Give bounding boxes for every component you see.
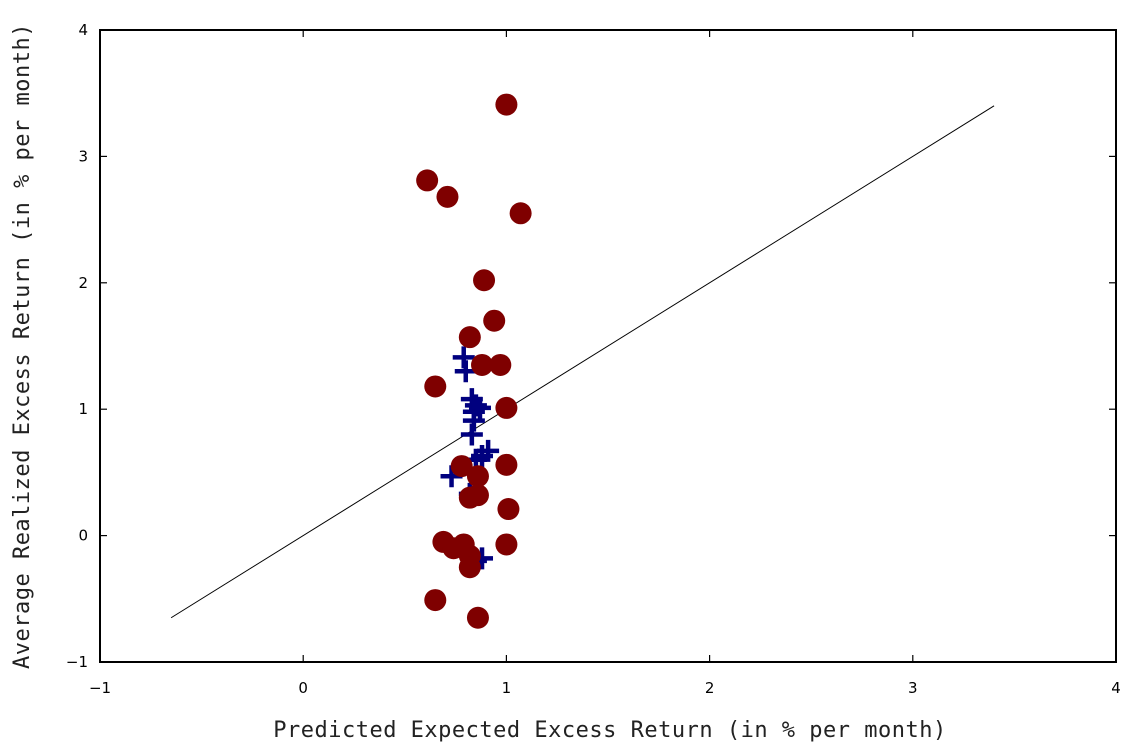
- data-point-circle: [495, 396, 518, 419]
- data-point-circle: [497, 498, 520, 521]
- data-point-circle: [473, 269, 496, 292]
- x-tick-label: −1: [89, 679, 111, 697]
- data-point-circle: [424, 589, 447, 612]
- data-point-circle: [466, 465, 489, 488]
- data-point-circle: [458, 326, 481, 349]
- x-tick-label: 3: [908, 679, 918, 697]
- data-point-circle: [489, 353, 512, 376]
- plot-frame: [99, 29, 1117, 663]
- x-tick-label: 0: [298, 679, 308, 697]
- x-tick-label: 4: [1111, 679, 1121, 697]
- data-point-circle: [458, 556, 481, 579]
- reference-line: [170, 105, 995, 619]
- x-axis-label: Predicted Expected Excess Return (in % p…: [273, 718, 947, 743]
- data-point-plus: [460, 423, 483, 446]
- y-axis-label: Average Realized Excess Return (in % per…: [10, 23, 35, 669]
- y-tick-label: 0: [78, 527, 88, 545]
- y-tick-label: −1: [66, 653, 88, 671]
- data-point-circle: [466, 606, 489, 629]
- data-point-circle: [483, 309, 506, 332]
- data-point-circle: [466, 484, 489, 507]
- y-tick-label: 1: [78, 400, 88, 418]
- data-point-circle: [495, 453, 518, 476]
- x-tick-label: 2: [705, 679, 715, 697]
- y-tick-label: 4: [78, 21, 88, 39]
- y-tick-label: 2: [78, 274, 88, 292]
- y-tick-label: 3: [78, 147, 88, 165]
- data-point-circle: [436, 185, 459, 208]
- data-point-circle: [450, 455, 473, 478]
- plot-area: −1 0 1 2 3 4 −1 0 1 2 3 4: [66, 21, 1121, 697]
- x-tick-label: 1: [502, 679, 512, 697]
- data-point-circle: [495, 533, 518, 556]
- data-point-circle: [424, 375, 447, 398]
- data-point-circle: [471, 353, 494, 376]
- data-point-circle: [495, 93, 518, 116]
- data-point-circle: [509, 202, 532, 225]
- data-point-circle: [416, 169, 439, 192]
